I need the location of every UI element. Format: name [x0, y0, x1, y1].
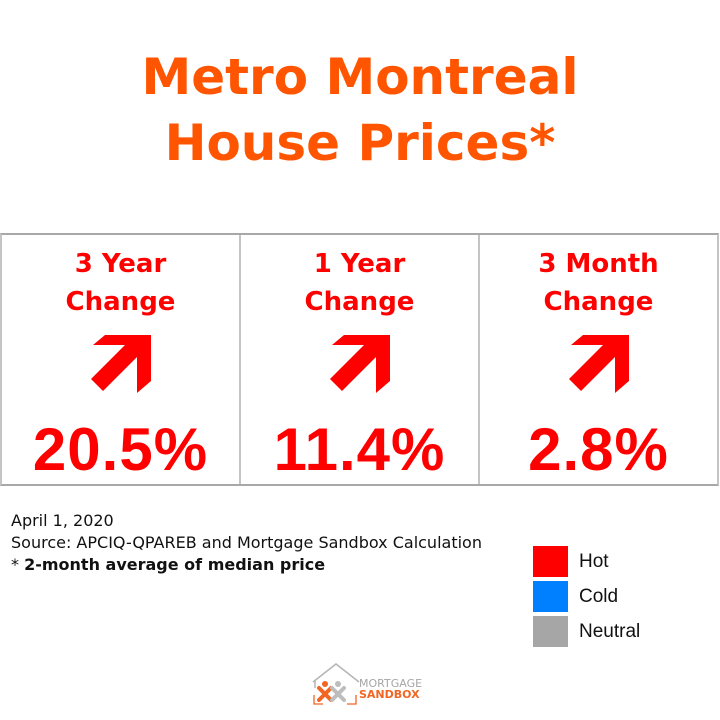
metric-value: 20.5%	[32, 416, 209, 483]
metric-label-line2: Change	[543, 287, 654, 317]
metric-cell-3-year: 3 Year Change 20.5%	[2, 235, 241, 484]
title-line-1: Metro Montreal	[141, 48, 579, 106]
legend-item-hot: Hot	[533, 544, 640, 579]
source-text: Source: APCIQ-QPAREB and Mortgage Sandbo…	[11, 533, 482, 552]
metric-value: 11.4%	[273, 416, 446, 483]
metric-label-line2: Change	[65, 287, 176, 317]
footnote-asterisk: *	[11, 555, 25, 574]
legend-label: Cold	[579, 585, 619, 607]
logo-wordmark: MORTGAGE SANDBOX	[359, 678, 422, 700]
metric-label: 1 Year Change	[241, 245, 478, 321]
logo-line2: SANDBOX	[359, 688, 420, 701]
metric-label-line2: Change	[304, 287, 415, 317]
metric-cell-3-month: 3 Month Change 2.8%	[480, 235, 717, 484]
metric-label: 3 Year Change	[2, 245, 239, 321]
date-text: April 1, 2020	[11, 511, 114, 530]
neutral-swatch	[533, 616, 568, 647]
legend-label: Neutral	[579, 620, 641, 642]
metric-label-line1: 3 Month	[538, 249, 659, 279]
metric-label-line1: 3 Year	[74, 249, 167, 279]
house-logo-icon	[312, 663, 360, 705]
footnote-text: * 2-month average of median price	[11, 554, 482, 576]
legend: Hot Cold Neutral	[533, 544, 640, 649]
metric-label: 3 Month Change	[480, 245, 717, 321]
legend-item-neutral: Neutral	[533, 614, 640, 649]
logo-line1: MORTGAGE	[359, 677, 423, 690]
up-right-arrow-icon	[568, 335, 629, 393]
page-title: Metro Montreal House Prices*	[0, 44, 720, 176]
footnote-body: 2-month average of median price	[24, 555, 326, 574]
title-line-2: House Prices*	[164, 114, 556, 172]
metric-value: 2.8%	[528, 416, 669, 483]
metric-cell-1-year: 1 Year Change 11.4%	[241, 235, 480, 484]
cold-swatch	[533, 581, 568, 612]
legend-label: Hot	[579, 550, 609, 572]
hot-swatch	[533, 546, 568, 577]
metric-label-line1: 1 Year	[313, 249, 406, 279]
legend-item-cold: Cold	[533, 579, 640, 614]
footnotes: April 1, 2020 Source: APCIQ-QPAREB and M…	[11, 510, 482, 576]
up-right-arrow-icon	[90, 335, 151, 393]
mortgage-sandbox-logo: MORTGAGE SANDBOX	[311, 662, 422, 710]
metrics-table: 3 Year Change 20.5% 1 Year Change 11.4% …	[0, 233, 719, 486]
up-right-arrow-icon	[329, 335, 390, 393]
